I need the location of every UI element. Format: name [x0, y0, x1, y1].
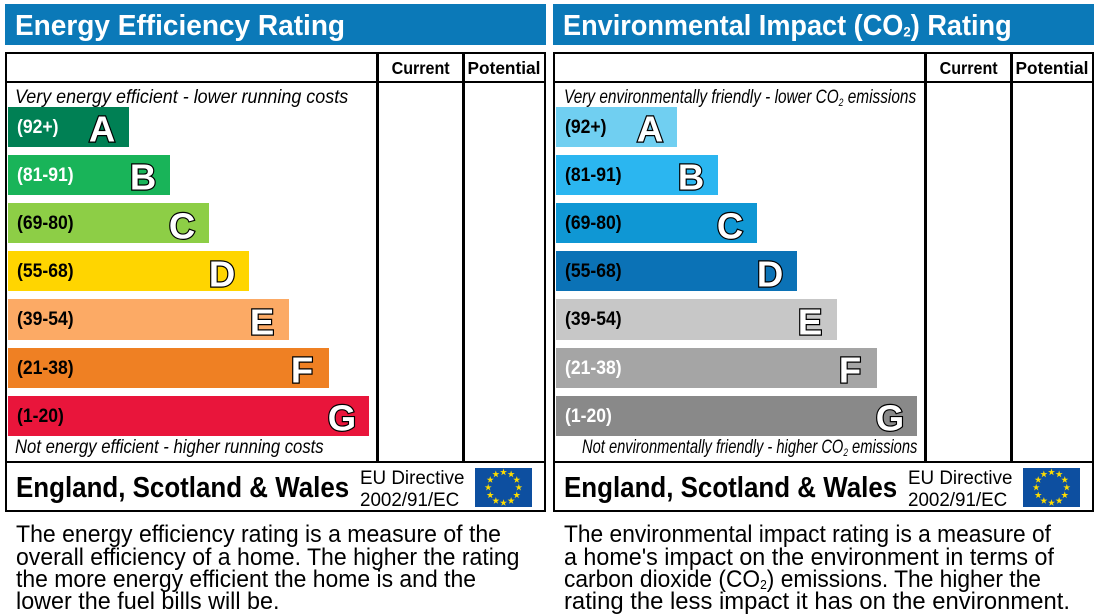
svg-text:B: B	[130, 157, 156, 198]
svg-text:D: D	[209, 253, 235, 294]
svg-text:E: E	[250, 301, 274, 342]
svg-text:A: A	[89, 109, 115, 150]
svg-text:D: D	[757, 253, 783, 294]
svg-text:A: A	[637, 109, 663, 150]
svg-text:E: E	[798, 301, 822, 342]
svg-text:F: F	[291, 350, 313, 391]
svg-text:C: C	[717, 205, 743, 246]
svg-text:C: C	[169, 205, 195, 246]
svg-text:G: G	[328, 398, 356, 439]
svg-text:G: G	[876, 398, 904, 439]
svg-text:F: F	[839, 350, 861, 391]
svg-text:B: B	[678, 157, 704, 198]
